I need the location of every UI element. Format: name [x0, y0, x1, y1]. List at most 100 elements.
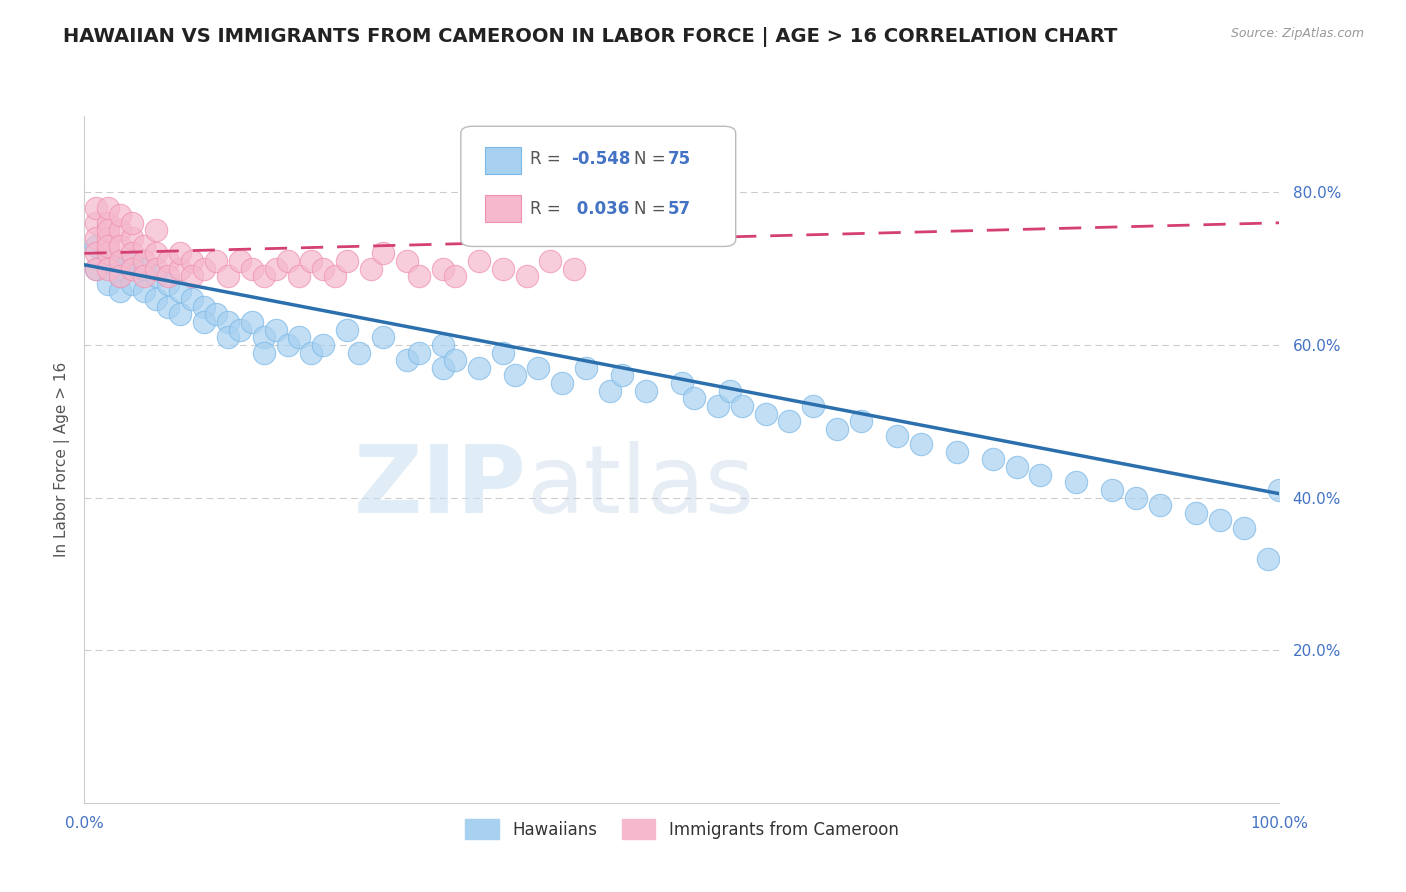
Text: R =: R =: [530, 150, 567, 169]
Point: [240, 261, 263, 276]
Point: [145, 223, 167, 237]
Point: [312, 261, 335, 276]
Point: [981, 452, 1004, 467]
Point: [396, 254, 419, 268]
Point: [97, 223, 120, 237]
Text: ZIP: ZIP: [354, 441, 527, 533]
Point: [408, 345, 430, 359]
Point: [157, 300, 180, 314]
Point: [540, 254, 562, 268]
Point: [217, 330, 239, 344]
Point: [110, 238, 132, 252]
Point: [468, 360, 491, 375]
Y-axis label: In Labor Force | Age > 16: In Labor Force | Age > 16: [55, 362, 70, 557]
Point: [97, 238, 120, 252]
Point: [1066, 475, 1088, 490]
Point: [946, 444, 969, 458]
Point: [288, 330, 311, 344]
Text: 0.036: 0.036: [571, 200, 628, 218]
Point: [373, 330, 395, 344]
Point: [516, 269, 538, 284]
Point: [779, 414, 801, 428]
Text: Source: ZipAtlas.com: Source: ZipAtlas.com: [1230, 27, 1364, 40]
Point: [86, 238, 108, 252]
Point: [97, 216, 120, 230]
Point: [612, 368, 634, 383]
Point: [492, 261, 515, 276]
Point: [1005, 460, 1028, 475]
Point: [1101, 483, 1123, 497]
Point: [181, 269, 204, 284]
Point: [205, 307, 228, 321]
Point: [205, 254, 228, 268]
Point: [301, 345, 323, 359]
Point: [253, 330, 276, 344]
Point: [468, 254, 491, 268]
Point: [121, 246, 143, 260]
Point: [755, 407, 778, 421]
FancyBboxPatch shape: [485, 147, 520, 174]
Point: [145, 261, 167, 276]
Point: [86, 246, 108, 260]
Point: [336, 323, 359, 337]
Point: [193, 300, 215, 314]
FancyBboxPatch shape: [485, 195, 520, 222]
Point: [193, 261, 215, 276]
Point: [169, 307, 191, 321]
Point: [253, 345, 276, 359]
Point: [97, 277, 120, 291]
Point: [1185, 506, 1208, 520]
Point: [432, 360, 454, 375]
Point: [1029, 467, 1052, 482]
Point: [110, 269, 132, 284]
Text: -0.548: -0.548: [571, 150, 630, 169]
Point: [110, 223, 132, 237]
Point: [217, 269, 239, 284]
Point: [157, 277, 180, 291]
Point: [110, 269, 132, 284]
Point: [1149, 498, 1171, 512]
Point: [1257, 551, 1279, 566]
Point: [229, 323, 252, 337]
FancyBboxPatch shape: [461, 127, 735, 246]
Text: 75: 75: [668, 150, 690, 169]
Point: [527, 360, 550, 375]
Point: [349, 345, 371, 359]
Point: [86, 201, 108, 215]
Text: atlas: atlas: [527, 441, 755, 533]
Point: [132, 269, 156, 284]
Point: [707, 399, 730, 413]
Point: [886, 429, 908, 443]
Point: [110, 208, 132, 222]
Point: [145, 292, 167, 306]
Point: [444, 269, 467, 284]
Point: [110, 285, 132, 299]
Point: [86, 231, 108, 245]
Point: [145, 246, 167, 260]
Point: [264, 261, 287, 276]
Point: [1233, 521, 1256, 535]
Point: [731, 399, 754, 413]
Point: [132, 261, 156, 276]
Text: HAWAIIAN VS IMMIGRANTS FROM CAMEROON IN LABOR FORCE | AGE > 16 CORRELATION CHART: HAWAIIAN VS IMMIGRANTS FROM CAMEROON IN …: [63, 27, 1118, 46]
Point: [97, 231, 120, 245]
Point: [217, 315, 239, 329]
Point: [432, 261, 454, 276]
Point: [169, 246, 191, 260]
Point: [229, 254, 252, 268]
Point: [492, 345, 515, 359]
Point: [86, 261, 108, 276]
Point: [240, 315, 263, 329]
Point: [827, 422, 849, 436]
Point: [1268, 483, 1291, 497]
Point: [253, 269, 276, 284]
Point: [277, 338, 299, 352]
Point: [145, 269, 167, 284]
Point: [121, 231, 143, 245]
Text: 57: 57: [668, 200, 690, 218]
Point: [169, 261, 191, 276]
Text: R =: R =: [530, 200, 567, 218]
Point: [121, 277, 143, 291]
Point: [325, 269, 347, 284]
Point: [564, 261, 586, 276]
